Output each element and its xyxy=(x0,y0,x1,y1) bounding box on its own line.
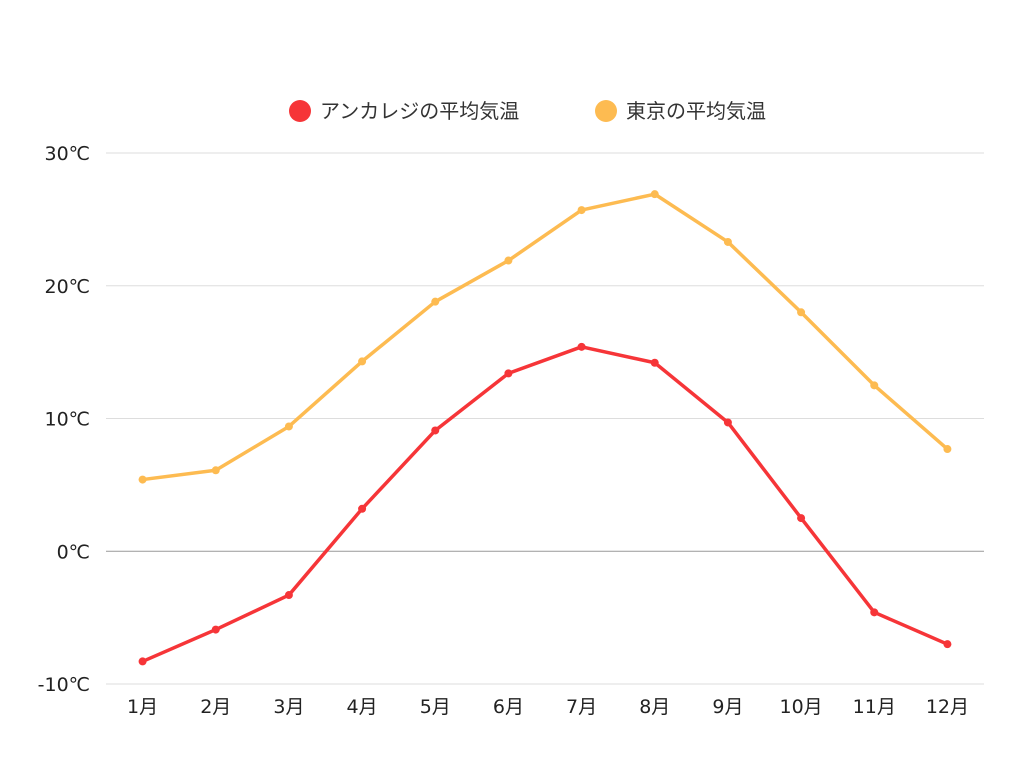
x-tick-label: 3月 xyxy=(273,696,304,718)
x-axis-tick-labels: 1月 2月 3月 4月 5月 6月 7月 8月 9月 10月 11月 12月 xyxy=(127,696,969,718)
series-line-tokyo xyxy=(140,192,950,482)
legend-label-tokyo: 東京の平均気温 xyxy=(626,99,766,123)
legend-swatch-tokyo xyxy=(595,100,617,122)
data-point-tokyo[interactable] xyxy=(943,445,952,454)
x-tick-label: 12月 xyxy=(926,696,969,718)
x-tick-label: 2月 xyxy=(200,696,231,718)
data-point-anchorage[interactable] xyxy=(650,358,659,367)
data-point-tokyo[interactable] xyxy=(577,206,586,215)
data-point-tokyo[interactable] xyxy=(431,297,440,306)
legend-item-anchorage[interactable]: アンカレジの平均気温 xyxy=(289,99,519,123)
y-tick-label: -10℃ xyxy=(38,674,90,696)
x-tick-label: 7月 xyxy=(566,696,597,718)
data-point-tokyo[interactable] xyxy=(650,190,659,199)
data-point-tokyo[interactable] xyxy=(138,475,147,484)
series-line-anchorage xyxy=(140,345,950,664)
y-tick-label: 10℃ xyxy=(44,409,90,431)
data-point-tokyo[interactable] xyxy=(504,256,513,265)
data-point-anchorage[interactable] xyxy=(943,640,952,649)
legend-swatch-anchorage xyxy=(289,100,311,122)
data-point-anchorage[interactable] xyxy=(723,418,732,427)
data-point-anchorage[interactable] xyxy=(138,657,147,666)
data-point-anchorage[interactable] xyxy=(431,426,440,435)
y-tick-label: 30℃ xyxy=(44,143,90,165)
x-tick-label: 4月 xyxy=(347,696,378,718)
data-point-anchorage[interactable] xyxy=(797,514,806,523)
legend-label-anchorage: アンカレジの平均気温 xyxy=(320,99,519,123)
y-axis-tick-labels: -10℃ 0℃ 10℃ 20℃ 30℃ xyxy=(38,143,90,696)
data-point-tokyo[interactable] xyxy=(211,466,220,475)
x-tick-label: 5月 xyxy=(420,696,451,718)
data-point-anchorage[interactable] xyxy=(284,591,293,600)
data-point-tokyo[interactable] xyxy=(723,237,732,246)
series-tokyo xyxy=(138,190,952,484)
x-tick-label: 11月 xyxy=(853,696,896,718)
data-point-tokyo[interactable] xyxy=(284,422,293,431)
data-point-tokyo[interactable] xyxy=(870,381,879,390)
x-tick-label: 9月 xyxy=(712,696,743,718)
x-tick-label: 6月 xyxy=(493,696,524,718)
data-point-tokyo[interactable] xyxy=(358,357,367,366)
data-point-anchorage[interactable] xyxy=(358,504,367,513)
x-tick-label: 10月 xyxy=(779,696,822,718)
x-tick-label: 1月 xyxy=(127,696,158,718)
legend-item-tokyo[interactable]: 東京の平均気温 xyxy=(595,99,766,123)
data-point-tokyo[interactable] xyxy=(797,308,806,317)
data-point-anchorage[interactable] xyxy=(211,625,220,634)
x-tick-label: 8月 xyxy=(639,696,670,718)
grid-lines xyxy=(106,152,984,685)
data-point-anchorage[interactable] xyxy=(504,369,513,378)
y-tick-label: 20℃ xyxy=(44,276,90,298)
series-lines xyxy=(138,190,952,666)
data-point-anchorage[interactable] xyxy=(870,608,879,617)
y-tick-label: 0℃ xyxy=(57,541,90,563)
data-point-anchorage[interactable] xyxy=(577,342,586,351)
legend[interactable]: アンカレジの平均気温 東京の平均気温 xyxy=(289,99,766,123)
series-anchorage xyxy=(138,342,952,666)
